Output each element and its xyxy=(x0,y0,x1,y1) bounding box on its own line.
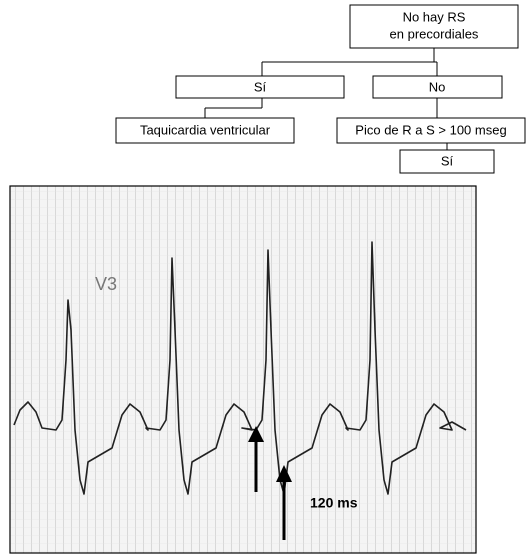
node-label: Pico de R a S > 100 mseg xyxy=(355,122,506,137)
node-label: Taquicardia ventricular xyxy=(140,122,271,137)
flowchart: No hay RS en precordiales Sí No Taquicar… xyxy=(116,5,525,173)
page: No hay RS en precordiales Sí No Taquicar… xyxy=(0,0,532,558)
node-label: Sí xyxy=(441,153,454,168)
ecg-grid xyxy=(10,186,476,553)
node-label: Sí xyxy=(254,79,267,94)
lead-label: V3 xyxy=(95,274,117,294)
ecg-strip: V3 120 ms xyxy=(10,186,476,553)
figure: No hay RS en precordiales Sí No Taquicar… xyxy=(0,0,532,558)
node-label: en precordiales xyxy=(390,26,479,41)
node-label: No hay RS xyxy=(403,9,466,24)
node-label: No xyxy=(429,79,446,94)
interval-label: 120 ms xyxy=(310,495,358,511)
